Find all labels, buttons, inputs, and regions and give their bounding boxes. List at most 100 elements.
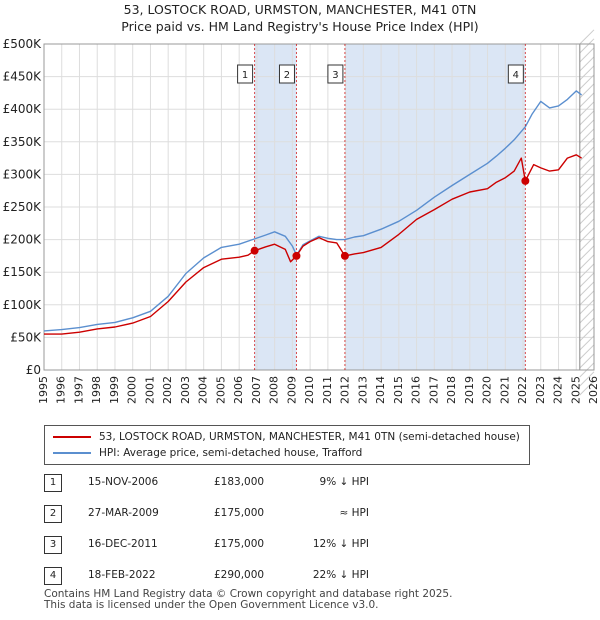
y-tick-label: £350K xyxy=(3,135,43,149)
hpi-series-line xyxy=(43,90,583,332)
forecast-hatch xyxy=(579,308,595,324)
x-tick-label: 2004 xyxy=(197,376,210,404)
forecast-hatch xyxy=(579,299,595,315)
x-tick-label: 1997 xyxy=(72,376,85,404)
forecast-hatch xyxy=(579,155,595,171)
x-tick-label: 1998 xyxy=(90,376,103,404)
forecast-hatch xyxy=(579,200,595,216)
y-tick-label: £400K xyxy=(3,102,43,116)
y-tick-label: £150K xyxy=(3,265,43,279)
transaction-hpi: 22% ↓ HPI xyxy=(312,569,369,581)
forecast-hatch xyxy=(579,290,595,306)
forecast-hatch xyxy=(579,164,595,180)
transaction-hpi: 9% ↓ HPI xyxy=(319,476,369,488)
legend-item-hpi: HPI: Average price, semi-detached house,… xyxy=(53,445,362,461)
forecast-hatch xyxy=(579,137,595,153)
forecast-hatch xyxy=(579,209,595,225)
x-tick-label: 2008 xyxy=(268,376,281,404)
x-tick-label: 2019 xyxy=(463,376,476,404)
transaction-row: 4 18-FEB-2022 £290,000 22% ↓ HPI xyxy=(44,567,564,587)
y-tick-label: £0 xyxy=(26,363,41,377)
transaction-marker-label: 2 xyxy=(284,70,290,81)
transaction-marker-box xyxy=(237,64,254,84)
sale-point xyxy=(250,246,259,255)
x-tick-label: 2001 xyxy=(143,376,156,404)
x-tick-label: 2017 xyxy=(427,376,440,404)
x-tick-label: 2010 xyxy=(303,376,316,404)
forecast-hatch xyxy=(579,236,595,252)
x-tick-label: 2016 xyxy=(410,376,423,404)
x-tick-label: 2009 xyxy=(285,376,298,404)
forecast-hatch xyxy=(579,65,595,81)
forecast-hatch xyxy=(579,191,595,207)
forecast-hatch xyxy=(579,281,595,297)
transaction-price: £183,000 xyxy=(214,476,265,488)
x-tick-label: 2014 xyxy=(374,376,387,404)
forecast-hatch xyxy=(579,173,595,189)
x-tick-label: 2021 xyxy=(498,376,511,404)
x-tick-label: 2025 xyxy=(569,376,582,404)
x-tick-label: 2007 xyxy=(250,376,263,404)
transaction-date: 15-NOV-2006 xyxy=(88,476,159,488)
footer-licence: This data is licensed under the Open Gov… xyxy=(44,599,379,611)
transaction-price: £175,000 xyxy=(214,538,265,550)
y-tick-label: £500K xyxy=(3,37,43,51)
forecast-hatch xyxy=(579,101,595,117)
forecast-hatch xyxy=(579,182,595,198)
legend-item-price: 53, LOSTOCK ROAD, URMSTON, MANCHESTER, M… xyxy=(53,429,520,445)
x-tick-label: 2024 xyxy=(552,376,565,404)
legend-label-hpi: HPI: Average price, semi-detached house,… xyxy=(99,447,363,459)
legend-swatch-hpi xyxy=(53,452,91,454)
y-tick-label: £300K xyxy=(3,167,43,181)
x-tick-label: 2018 xyxy=(445,376,458,404)
x-tick-label: 2022 xyxy=(516,376,529,404)
forecast-hatch xyxy=(579,245,595,261)
transaction-row: 1 15-NOV-2006 £183,000 9% ↓ HPI xyxy=(44,474,564,494)
forecast-hatch xyxy=(579,119,595,135)
forecast-hatch xyxy=(579,353,595,369)
y-tick-label: £250K xyxy=(3,200,43,214)
transaction-number: 3 xyxy=(44,536,62,554)
transaction-hpi: ≈ HPI xyxy=(339,507,369,519)
y-tick-label: £200K xyxy=(3,233,43,247)
y-tick-label: £100K xyxy=(3,298,43,312)
legend-swatch-price xyxy=(53,436,91,438)
legend: 53, LOSTOCK ROAD, URMSTON, MANCHESTER, M… xyxy=(44,425,530,465)
forecast-hatch xyxy=(579,56,595,72)
forecast-hatch xyxy=(579,380,595,396)
y-tick-label: £450K xyxy=(3,70,43,84)
x-tick-label: 1995 xyxy=(37,376,50,404)
footer-copyright: Contains HM Land Registry data © Crown c… xyxy=(44,588,453,600)
forecast-hatch xyxy=(579,254,595,270)
transaction-hpi: 12% ↓ HPI xyxy=(312,538,369,550)
transaction-date: 18-FEB-2022 xyxy=(88,569,156,581)
transaction-row: 2 27-MAR-2009 £175,000 ≈ HPI xyxy=(44,505,564,525)
chart-title-line1: 53, LOSTOCK ROAD, URMSTON, MANCHESTER, M… xyxy=(123,2,477,17)
x-tick-label: 2015 xyxy=(392,376,405,404)
forecast-hatch xyxy=(579,128,595,144)
x-tick-label: 2026 xyxy=(587,376,600,404)
transaction-number: 1 xyxy=(44,474,62,492)
forecast-hatch xyxy=(579,74,595,90)
forecast-hatch xyxy=(579,29,595,45)
x-tick-label: 2000 xyxy=(126,376,139,404)
forecast-hatch xyxy=(579,326,595,342)
forecast-hatch xyxy=(579,344,595,360)
x-tick-label: 1999 xyxy=(108,376,121,404)
forecast-hatch xyxy=(579,335,595,351)
forecast-hatch xyxy=(579,371,595,387)
transaction-marker-label: 4 xyxy=(513,70,519,81)
x-tick-label: 2011 xyxy=(321,376,334,404)
forecast-hatch xyxy=(579,110,595,126)
x-tick-label: 2020 xyxy=(481,376,494,404)
chart-title-line2: Price paid vs. HM Land Registry's House … xyxy=(121,19,479,34)
transaction-marker-label: 3 xyxy=(332,70,338,81)
x-tick-label: 2006 xyxy=(232,376,245,404)
forecast-hatch xyxy=(579,47,595,63)
price-series-line xyxy=(44,154,582,335)
legend-label-price: 53, LOSTOCK ROAD, URMSTON, MANCHESTER, M… xyxy=(99,431,520,443)
forecast-hatch xyxy=(579,317,595,333)
transaction-number: 2 xyxy=(44,505,62,523)
transaction-date: 27-MAR-2009 xyxy=(88,507,159,519)
y-tick-label: £50K xyxy=(10,330,42,344)
